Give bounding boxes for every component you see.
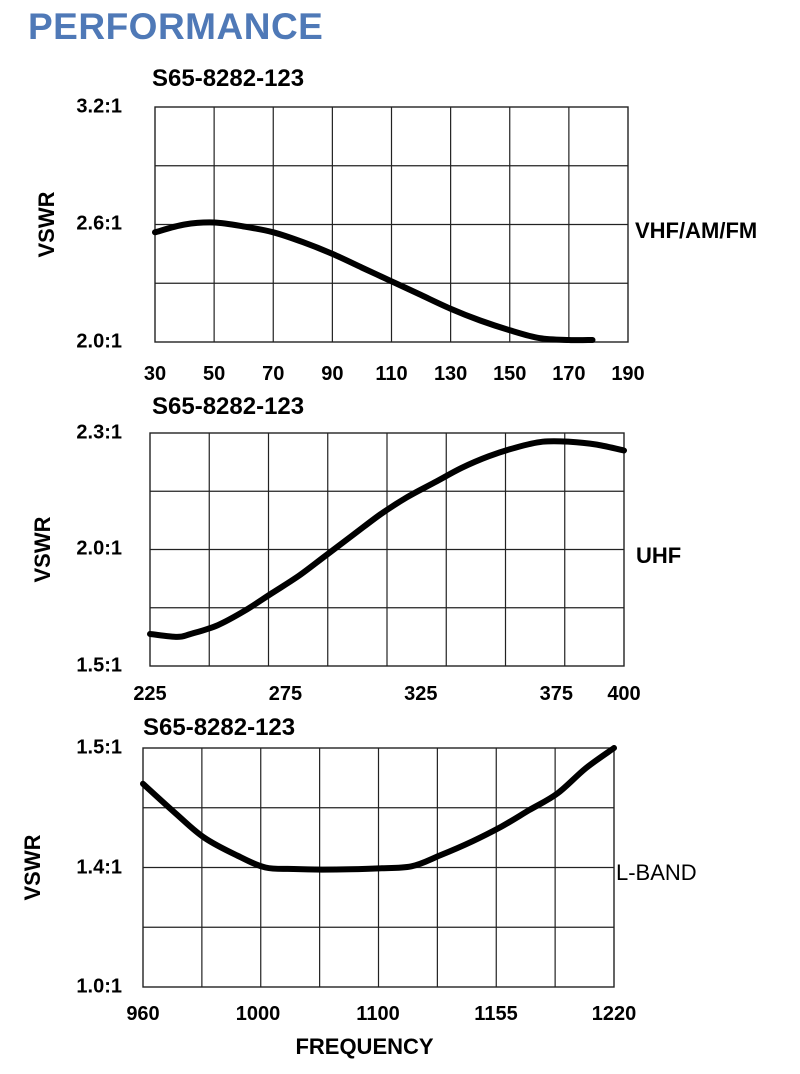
chart3-y-tick-label: 1.5:1: [76, 736, 122, 758]
chart2-y-axis-label: VSWR: [30, 516, 55, 582]
chart2-plot-frame: [149, 432, 625, 667]
chart1-y-axis-label: VSWR: [34, 191, 59, 257]
chart1-title: S65-8282-123: [152, 65, 304, 92]
chart2-title: S65-8282-123: [152, 393, 304, 420]
chart1-x-tick-label: 170: [552, 363, 585, 385]
chart3-y-tick-label: 1.4:1: [76, 856, 122, 878]
chart1-y-tick-label: 2.0:1: [76, 330, 122, 352]
chart3-x-tick-label: 1100: [356, 1003, 399, 1025]
chart1-x-tick-label: 110: [375, 363, 407, 385]
chart1-x-tick-label: 130: [434, 363, 467, 385]
chart3-x-axis-label: FREQUENCY: [295, 1034, 433, 1059]
chart1-vswr-curve: [152, 219, 596, 344]
chart3-y-tick-label: 1.0:1: [76, 975, 122, 997]
chart2-y-tick-label: 2.3:1: [76, 421, 122, 443]
chart2-x-tick-label: 375: [540, 683, 573, 705]
chart3-vswr-curve: [140, 745, 617, 873]
chart2-vswr-curve: [147, 438, 627, 640]
chart1-band-label: VHF/AM/FM: [635, 218, 757, 243]
chart1-y-tick-label: 3.2:1: [76, 95, 122, 117]
chart2-band-label: UHF: [636, 543, 681, 568]
chart3-y-axis-label: VSWR: [20, 834, 45, 900]
chart1-x-tick-label: 70: [262, 363, 284, 385]
chart3-x-tick-label: 1000: [236, 1003, 281, 1025]
chart2-x-tick-label: 275: [269, 683, 302, 705]
chart3-x-tick-label: 1220: [592, 1003, 637, 1025]
chart2-x-tick-label: 325: [404, 683, 437, 705]
chart1-x-tick-label: 150: [493, 363, 526, 385]
chart1-x-tick-label: 50: [203, 363, 225, 385]
chart2-x-tick-label: 225: [133, 683, 166, 705]
chart3-band-label: L-BAND: [616, 860, 697, 885]
chart2-y-tick-label: 1.5:1: [76, 654, 122, 676]
chart1-x-tick-label: 190: [611, 363, 644, 385]
chart1-plot-frame: [154, 106, 629, 343]
chart1-x-tick-label: 30: [144, 363, 166, 385]
chart3-x-tick-label: 1155: [474, 1003, 517, 1025]
chart1-y-tick-label: 2.6:1: [76, 212, 122, 234]
chart3-plot-frame: [142, 747, 615, 988]
chart2-x-tick-label: 400: [607, 683, 640, 705]
chart3-x-tick-label: 960: [126, 1003, 159, 1025]
chart1-x-tick-label: 90: [321, 363, 343, 385]
chart3-title: S65-8282-123: [143, 714, 295, 741]
chart2-y-tick-label: 2.0:1: [76, 537, 122, 559]
page-title: PERFORMANCE: [28, 6, 324, 47]
